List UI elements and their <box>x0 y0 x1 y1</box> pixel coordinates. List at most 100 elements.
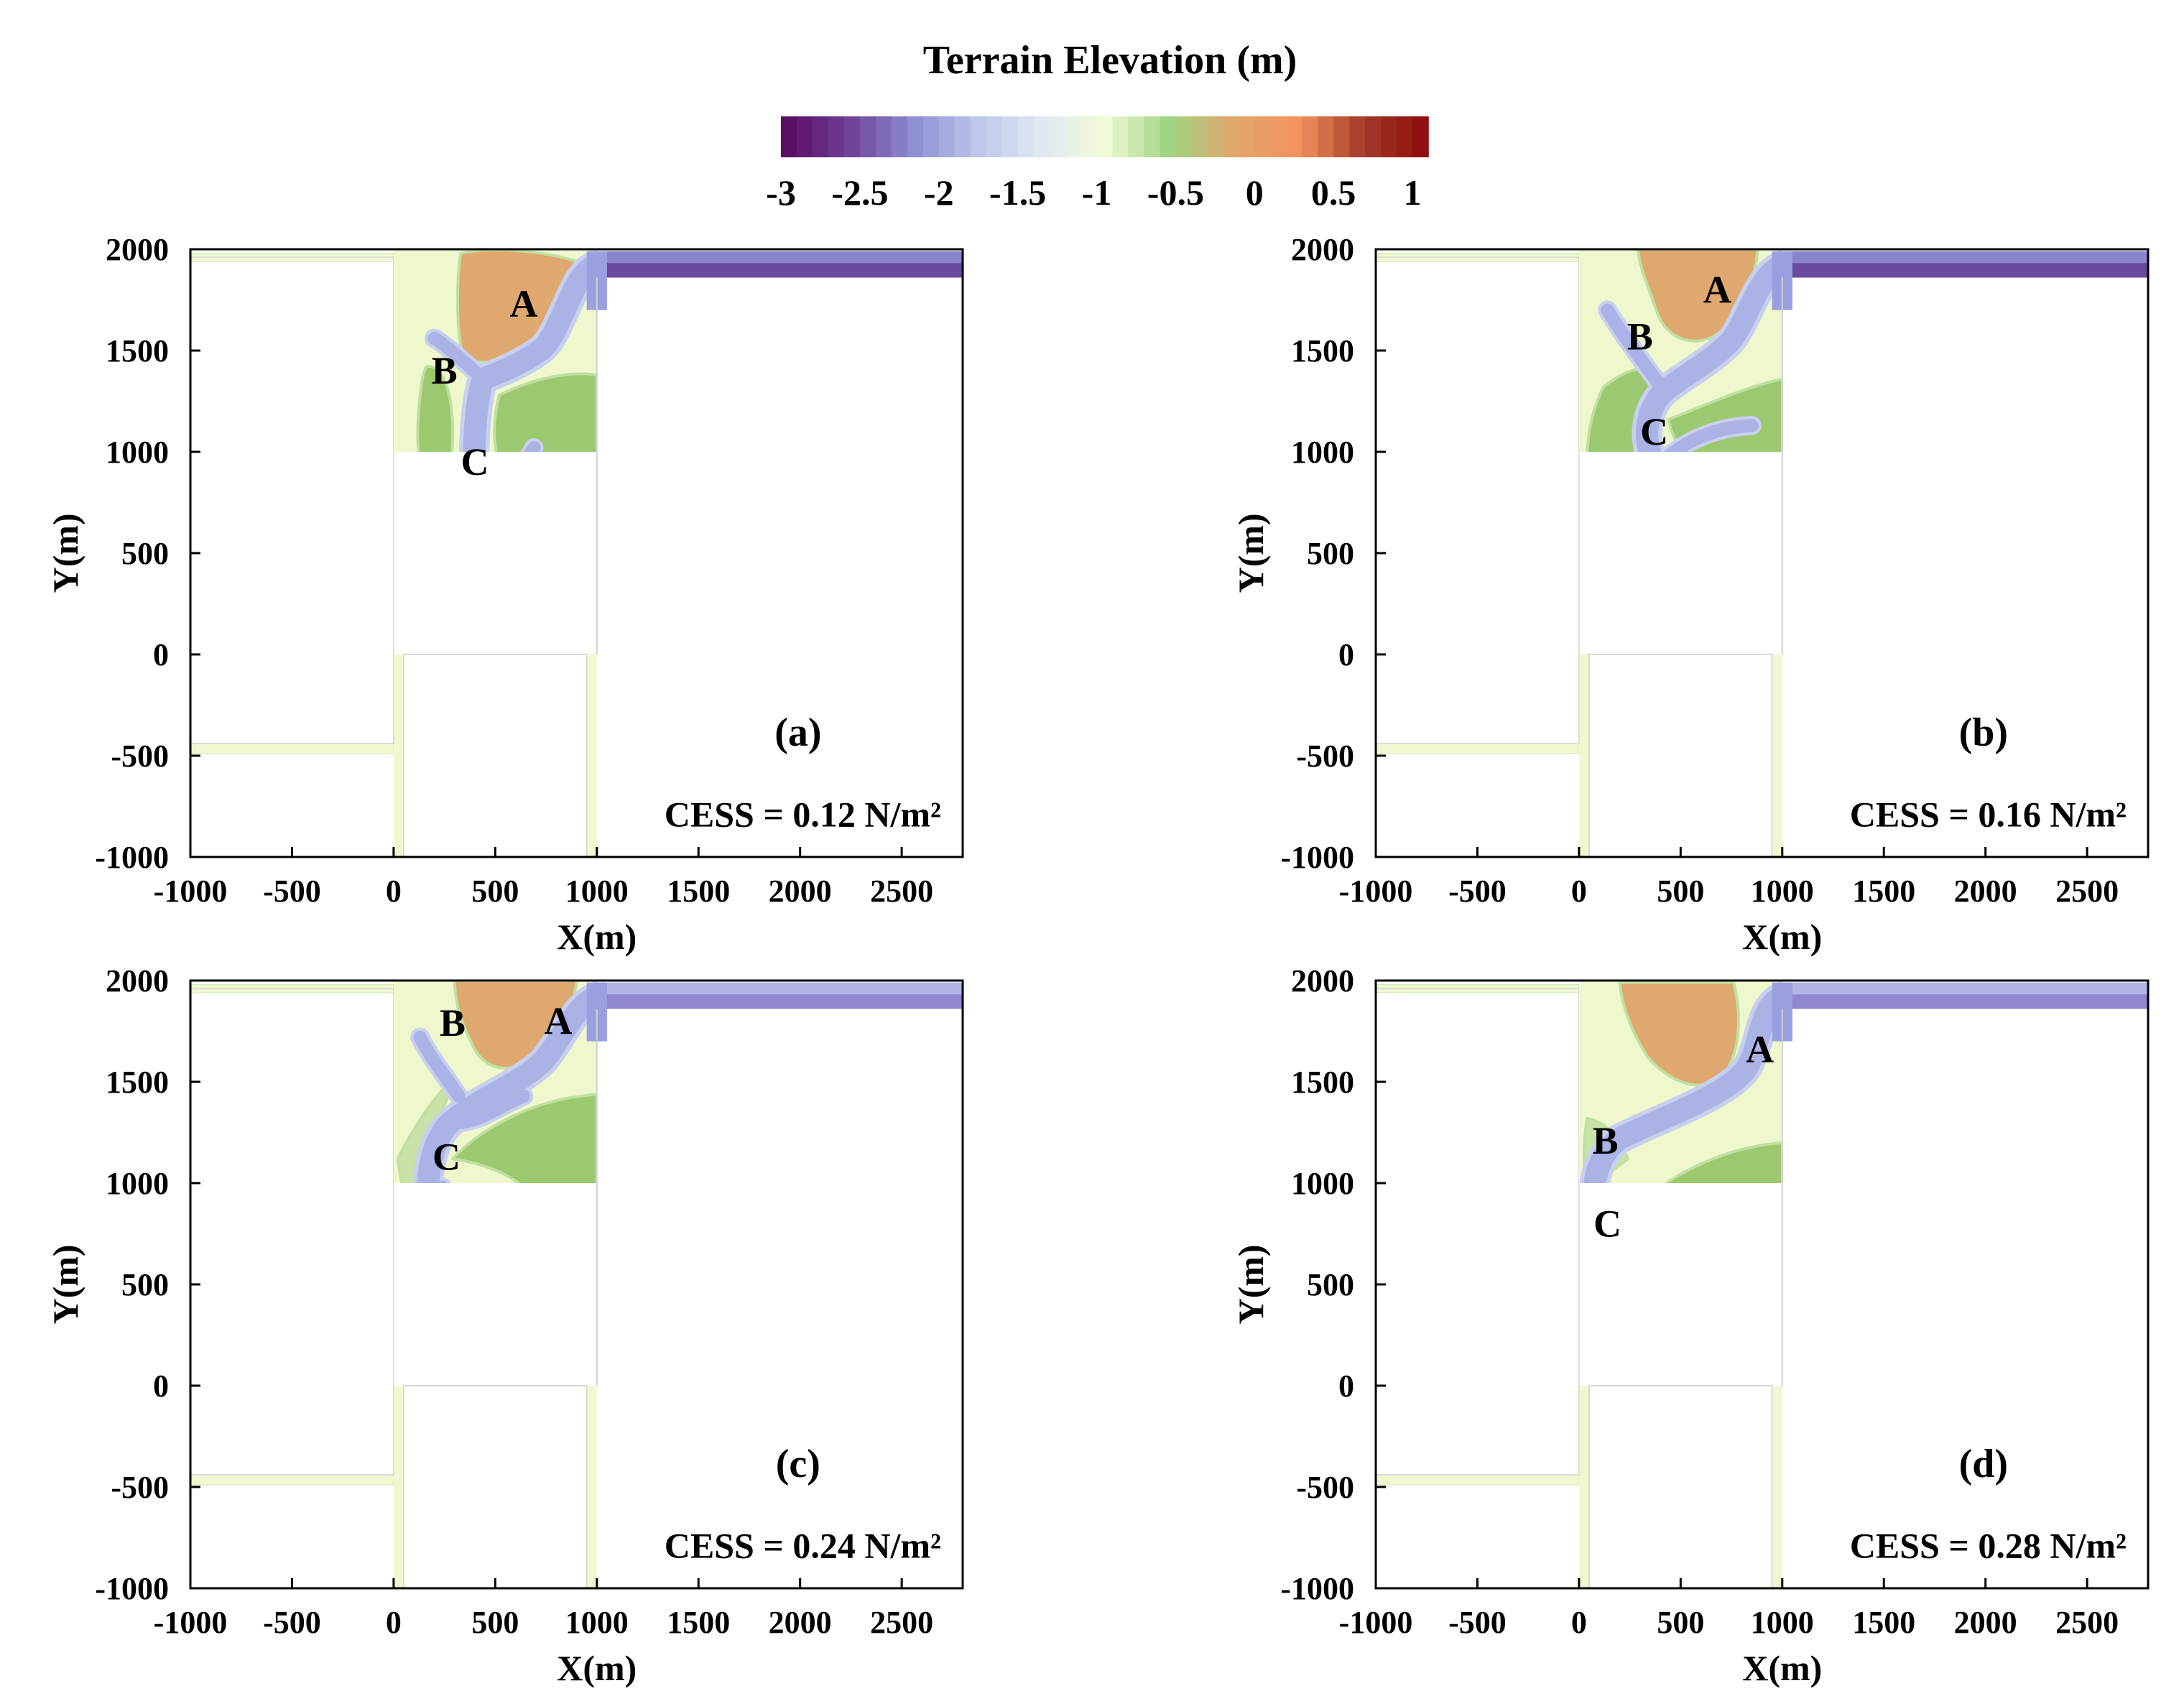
channel-label-a: A <box>509 282 537 325</box>
x-tick-label: -1000 <box>1339 874 1413 909</box>
tidal-channel <box>413 1030 466 1103</box>
colorbar-bin <box>1144 116 1161 157</box>
colorbar-bin <box>1191 116 1208 157</box>
panel-label: (a) <box>774 710 821 755</box>
colorbar-bin <box>1081 116 1098 157</box>
channel-label-c: C <box>432 1135 461 1178</box>
y-tick-label: 0 <box>1338 637 1354 672</box>
channel-label-a: A <box>1746 1028 1774 1071</box>
channel-label-c: C <box>1640 410 1668 453</box>
colorbar-bin <box>986 116 1003 157</box>
y-tick-label: 500 <box>121 1267 169 1302</box>
land-patch <box>416 365 454 453</box>
sea-channel-shallow <box>1782 982 2148 995</box>
colorbar-tick-label: -2 <box>924 172 954 213</box>
y-tick-label: 1000 <box>106 1166 169 1201</box>
y-axis-label: Y(m) <box>1231 513 1271 593</box>
x-tick-label: 0 <box>386 1605 402 1640</box>
right-inlet-strip <box>1772 654 1782 857</box>
tidal-flat <box>393 981 597 1184</box>
x-tick-label: -500 <box>263 1605 321 1640</box>
x-tick-label: -1000 <box>154 874 228 909</box>
y-tick-label: 1500 <box>106 333 169 369</box>
left-inlet-strip <box>1578 1386 1590 1588</box>
x-tick-label: 1000 <box>565 1605 629 1640</box>
tidal-flat <box>1578 981 1782 1184</box>
channel-label-a: A <box>545 999 573 1042</box>
colorbar-tick-label: 0 <box>1246 172 1264 213</box>
cess-annotation: CESS = 0.24 N/m² <box>665 1526 941 1566</box>
y-tick-label: 500 <box>1307 536 1354 571</box>
y-tick-label: -1000 <box>95 1571 169 1606</box>
x-tick-label: 2000 <box>1954 874 2017 909</box>
x-tick-label: 2000 <box>769 874 832 909</box>
x-tick-label: 1000 <box>565 874 629 909</box>
tidal-channel <box>417 986 597 1184</box>
y-tick-label: 1500 <box>1291 1065 1354 1100</box>
panel-c: -1000 -500 0 500 1000 1500 2000 2500 2000 1500 100… <box>45 963 964 1688</box>
x-tick-label: 1500 <box>1852 1605 1915 1640</box>
tidal-channel <box>427 331 490 386</box>
colorbar-bin <box>1349 116 1366 157</box>
y-axis-label: Y(m) <box>45 1244 85 1324</box>
channel-label-c: C <box>461 440 489 483</box>
right-inlet-strip <box>586 1386 597 1588</box>
colorbar-bin <box>1239 116 1256 157</box>
x-axis-label: X(m) <box>557 917 637 957</box>
colorbar-bin <box>1033 116 1050 157</box>
colorbar-tick-label: 0.5 <box>1311 172 1356 213</box>
x-tick-label: -1000 <box>1339 1605 1413 1640</box>
colorbar-bin <box>891 116 908 157</box>
colorbar-bin <box>1254 116 1272 157</box>
x-tick-label: 2500 <box>870 874 933 909</box>
panels: -1000 -500 0 500 1000 1500 2000 2500 2000 1500 100… <box>45 232 2150 1688</box>
channel-label-c: C <box>1593 1202 1621 1245</box>
lower-rim <box>190 743 394 754</box>
x-tick-label: 1500 <box>1852 874 1915 909</box>
colorbar-tick-label: -2.5 <box>831 172 888 213</box>
y-tick-label: -500 <box>111 1470 169 1505</box>
y-tick-label: 1000 <box>1291 1166 1354 1201</box>
colorbar-bin <box>1223 116 1240 157</box>
x-tick-label: -1000 <box>154 1605 228 1640</box>
x-tick-label: 500 <box>471 874 519 909</box>
colorbar-bin <box>1207 116 1224 157</box>
colorbar-bin <box>1175 116 1193 157</box>
x-tick-label: 2500 <box>870 1605 933 1640</box>
y-axis-label: Y(m) <box>1231 1244 1271 1324</box>
basin-box <box>403 1385 588 1589</box>
x-tick-label: 1500 <box>667 874 730 909</box>
x-axis-label: X(m) <box>557 1648 637 1688</box>
colorbar-tick-label: 1 <box>1404 172 1422 213</box>
left-inlet-strip <box>1578 654 1590 857</box>
y-tick-label: -500 <box>111 738 169 774</box>
y-tick-label: 2000 <box>106 963 169 998</box>
y-tick-label: 500 <box>1307 1267 1354 1302</box>
colorbar-bin <box>781 116 797 157</box>
colorbar-bin <box>1270 116 1287 157</box>
panel-d: -1000 -500 0 500 1000 1500 2000 2500 2000 1500 100… <box>1231 963 2150 1688</box>
colorbar-title: Terrain Elevation (m) <box>923 38 1297 83</box>
cess-annotation: CESS = 0.12 N/m² <box>665 794 941 835</box>
lower-rim <box>190 1474 394 1486</box>
colorbar-bin <box>907 116 924 157</box>
panel-b: -1000 -500 0 500 1000 1500 2000 2500 2000 1500 100… <box>1231 232 2150 957</box>
colorbar-bin <box>1302 116 1318 157</box>
x-tick-label: 2500 <box>2055 1605 2119 1640</box>
x-tick-label: 500 <box>1657 874 1704 909</box>
colorbar-bin <box>1397 116 1413 157</box>
y-axis-label: Y(m) <box>45 513 85 593</box>
colorbar-bin <box>1333 116 1350 157</box>
y-tick-label: 2000 <box>1291 232 1354 267</box>
lower-rim <box>1375 1474 1580 1486</box>
colorbar-tick-label: -0.5 <box>1147 172 1204 213</box>
colorbar-bin <box>1065 116 1082 157</box>
channel-label-b: B <box>1593 1119 1619 1162</box>
sea-channel-shallow <box>596 251 963 264</box>
land-patch <box>1618 981 1740 1087</box>
colorbar-bin <box>1381 116 1397 157</box>
tidal-channel <box>452 1089 531 1129</box>
colorbar-bin <box>1160 116 1177 157</box>
colorbar-bin <box>1128 116 1145 157</box>
panel-label: (b) <box>1959 710 2008 755</box>
